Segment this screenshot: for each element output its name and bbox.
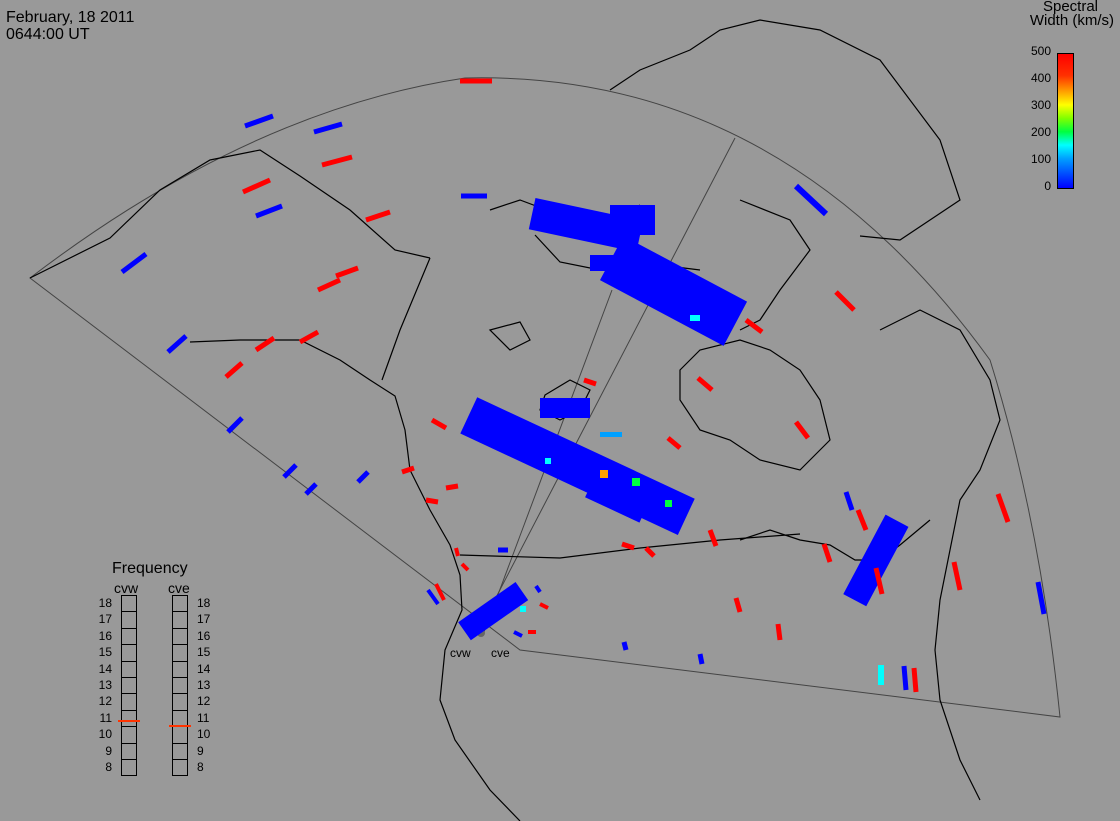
frequency-cell-cvw [121, 726, 137, 744]
frequency-tick-label: 9 [197, 743, 204, 758]
frequency-tick-label: 17 [197, 612, 211, 627]
frequency-cell-cve [172, 627, 188, 646]
frequency-tick-label: 12 [98, 694, 112, 709]
site-label-cvw: cvw [450, 646, 471, 660]
frequency-tick-label: 10 [197, 727, 211, 742]
frequency-cell-cvw [121, 644, 137, 662]
frequency-cell-cve [172, 611, 188, 629]
frequency-cell-cvw [121, 677, 137, 695]
frequency-cell-cvw [121, 742, 137, 760]
frequency-cell-cvw [121, 627, 137, 646]
frequency-tick-label: 14 [98, 661, 112, 676]
frequency-radar-cvw: cvw [114, 580, 139, 596]
frequency-cell-cvw [121, 693, 137, 711]
backscatter-field-west [458, 197, 909, 641]
frequency-cell-cvw [121, 660, 137, 678]
frequency-tick-label: 11 [197, 710, 210, 725]
colorbar-tick: 100 [1030, 152, 1051, 166]
colorbar-title-line2: Width (km/s) [1029, 12, 1114, 29]
frequency-marker-cve [169, 724, 191, 727]
field-of-view-boundary [29, 77, 1061, 718]
frequency-title: Frequency [112, 560, 188, 577]
colorbar-tick: 200 [1030, 125, 1051, 139]
date-label: February, 18 2011 [6, 9, 135, 26]
frequency-tick-label: 14 [197, 661, 211, 676]
frequency-tick-label: 8 [105, 760, 112, 774]
frequency-tick-label: 17 [98, 612, 112, 627]
frequency-cell-cve [172, 693, 188, 711]
frequency-tick-label: 8 [197, 760, 204, 774]
frequency-tick-label: 18 [197, 596, 211, 610]
range-cells [120, 78, 1047, 693]
frequency-cell-cve [172, 660, 188, 678]
frequency-tick-label: 13 [98, 678, 112, 692]
scatter-accents [520, 315, 884, 685]
frequency-tick-label: 15 [197, 645, 211, 660]
frequency-cell-cve [172, 644, 188, 662]
frequency-tick-label: 16 [98, 628, 112, 643]
frequency-tick-label: 12 [197, 694, 211, 709]
frequency-cell-cvw [121, 595, 137, 613]
colorbar-tick: 400 [1030, 71, 1051, 85]
frequency-cell-cvw [121, 611, 137, 629]
frequency-cell-cve [172, 726, 188, 744]
frequency-cell-cvw [121, 759, 137, 777]
frequency-radar-cve: cve [168, 580, 190, 596]
colorbar-title-line1: Spectral [1042, 0, 1098, 15]
colorbar-tick: 0 [1044, 179, 1051, 193]
frequency-tick-label: 18 [98, 596, 112, 610]
frequency-cell-cve [172, 742, 188, 760]
frequency-tick-label: 13 [197, 678, 211, 692]
beam-line [477, 137, 736, 633]
time-label: 0644:00 UT [6, 26, 90, 43]
spectral-width-colorbar [1057, 53, 1074, 189]
colorbar-tick: 300 [1030, 98, 1051, 112]
frequency-cell-cve [172, 677, 188, 695]
frequency-marker-cvw [118, 719, 140, 722]
frequency-tick-label: 16 [197, 628, 211, 643]
colorbar-tick: 500 [1030, 44, 1051, 58]
frequency-cell-cve [172, 595, 188, 613]
site-label-cve: cve [491, 646, 510, 660]
frequency-tick-label: 15 [98, 645, 112, 660]
frequency-cell-cvw [121, 709, 137, 728]
frequency-cell-cve [172, 759, 188, 777]
frequency-tick-label: 11 [99, 710, 112, 725]
frequency-tick-label: 10 [98, 727, 112, 742]
frequency-tick-label: 9 [105, 743, 112, 758]
